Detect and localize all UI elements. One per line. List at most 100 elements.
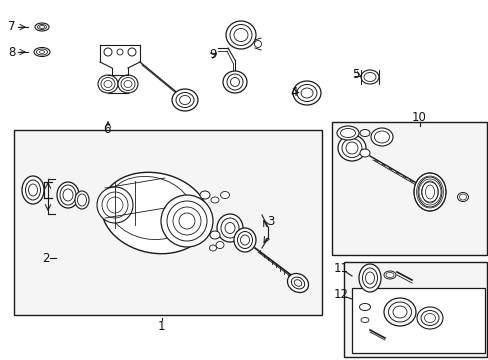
Ellipse shape <box>34 48 50 57</box>
Ellipse shape <box>292 81 320 105</box>
Ellipse shape <box>392 306 406 318</box>
Ellipse shape <box>383 298 415 326</box>
Ellipse shape <box>25 180 41 200</box>
Ellipse shape <box>22 176 44 204</box>
Ellipse shape <box>173 207 201 235</box>
Ellipse shape <box>359 149 369 157</box>
Ellipse shape <box>294 280 301 286</box>
Ellipse shape <box>118 75 138 93</box>
Ellipse shape <box>75 191 89 209</box>
Circle shape <box>104 48 112 56</box>
Ellipse shape <box>108 176 192 240</box>
Bar <box>343 262 486 357</box>
Ellipse shape <box>167 201 206 241</box>
Text: 5: 5 <box>351 68 359 81</box>
Ellipse shape <box>421 181 437 203</box>
Ellipse shape <box>220 192 229 198</box>
Bar <box>331 122 486 255</box>
Text: 6: 6 <box>103 123 110 136</box>
Ellipse shape <box>35 23 49 31</box>
Ellipse shape <box>360 318 368 323</box>
Ellipse shape <box>301 88 312 98</box>
Bar <box>351 288 484 353</box>
Text: 7: 7 <box>8 21 16 33</box>
Ellipse shape <box>425 185 434 199</box>
Ellipse shape <box>416 307 442 329</box>
Ellipse shape <box>38 24 46 30</box>
Text: 11: 11 <box>333 261 348 274</box>
Ellipse shape <box>420 310 438 325</box>
Ellipse shape <box>234 28 247 41</box>
Ellipse shape <box>336 126 358 140</box>
Ellipse shape <box>225 21 256 49</box>
Ellipse shape <box>383 271 395 279</box>
Ellipse shape <box>237 231 252 248</box>
Circle shape <box>254 40 261 48</box>
Ellipse shape <box>287 274 308 293</box>
Ellipse shape <box>417 177 441 207</box>
Ellipse shape <box>210 197 219 203</box>
Ellipse shape <box>337 135 365 161</box>
Ellipse shape <box>63 189 73 201</box>
Ellipse shape <box>296 85 316 102</box>
Ellipse shape <box>413 173 445 211</box>
Text: 3: 3 <box>266 216 274 229</box>
Ellipse shape <box>98 75 118 93</box>
Ellipse shape <box>209 231 220 239</box>
Ellipse shape <box>223 71 246 93</box>
Text: 9: 9 <box>208 49 216 62</box>
Text: 4: 4 <box>289 85 297 99</box>
Ellipse shape <box>176 93 194 108</box>
Ellipse shape <box>359 303 370 310</box>
Ellipse shape <box>221 218 239 238</box>
Ellipse shape <box>161 195 213 247</box>
Ellipse shape <box>457 193 468 202</box>
Circle shape <box>117 49 123 55</box>
Ellipse shape <box>104 81 112 87</box>
Ellipse shape <box>424 314 435 323</box>
Ellipse shape <box>291 277 304 289</box>
Ellipse shape <box>97 187 133 223</box>
Ellipse shape <box>385 273 393 278</box>
Ellipse shape <box>102 192 128 218</box>
Ellipse shape <box>217 214 243 242</box>
Ellipse shape <box>358 264 380 292</box>
Ellipse shape <box>179 213 195 229</box>
Ellipse shape <box>340 129 355 138</box>
Ellipse shape <box>240 235 249 245</box>
Ellipse shape <box>121 77 135 90</box>
Ellipse shape <box>224 222 235 234</box>
Ellipse shape <box>346 142 357 154</box>
Text: 1: 1 <box>158 320 165 333</box>
Ellipse shape <box>387 302 411 322</box>
Ellipse shape <box>363 72 375 81</box>
Text: 2: 2 <box>42 252 49 265</box>
Ellipse shape <box>362 268 377 288</box>
Ellipse shape <box>200 191 209 199</box>
Ellipse shape <box>40 50 44 54</box>
Ellipse shape <box>359 130 369 136</box>
Ellipse shape <box>370 128 392 146</box>
Ellipse shape <box>229 24 251 45</box>
Ellipse shape <box>60 185 76 205</box>
Ellipse shape <box>28 184 38 196</box>
Ellipse shape <box>209 245 216 251</box>
Bar <box>14 130 321 315</box>
Text: 12: 12 <box>333 288 348 301</box>
Ellipse shape <box>107 197 123 213</box>
Ellipse shape <box>226 74 243 90</box>
Ellipse shape <box>40 26 44 28</box>
Ellipse shape <box>57 182 79 208</box>
Ellipse shape <box>459 194 466 200</box>
Ellipse shape <box>216 242 224 248</box>
Ellipse shape <box>172 89 198 111</box>
Ellipse shape <box>230 77 239 86</box>
Ellipse shape <box>341 139 361 158</box>
Ellipse shape <box>102 172 208 254</box>
Ellipse shape <box>179 95 190 104</box>
Ellipse shape <box>124 81 132 87</box>
Ellipse shape <box>374 131 389 143</box>
Circle shape <box>128 48 136 56</box>
Ellipse shape <box>101 77 115 90</box>
Ellipse shape <box>360 70 378 84</box>
